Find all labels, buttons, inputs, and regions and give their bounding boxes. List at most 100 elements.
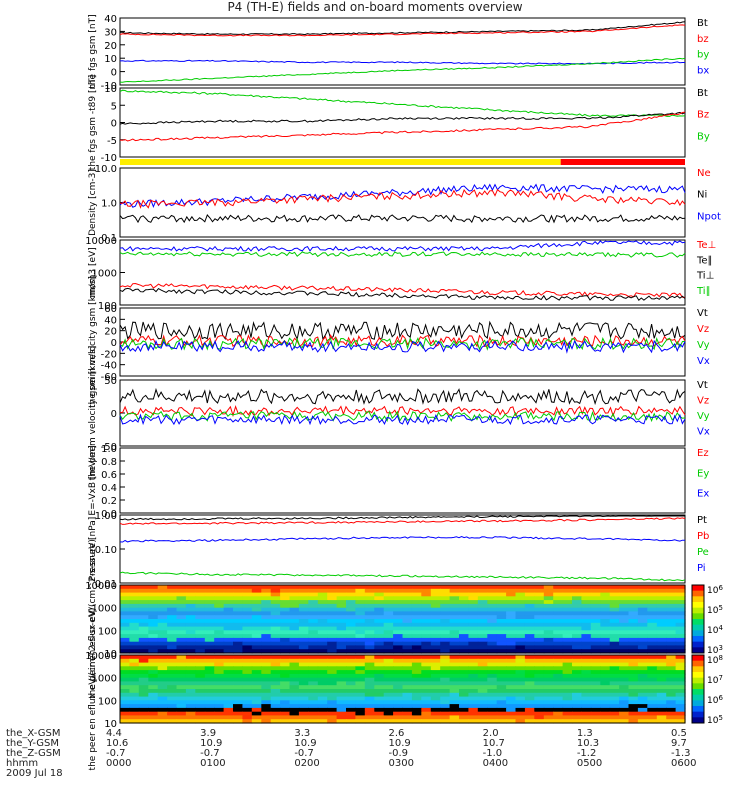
heatmap-cell-8: [496, 622, 507, 628]
heatmap-cell-9: [195, 696, 206, 701]
heatmap-cell-8: [374, 630, 385, 635]
heatmap-cell-8: [167, 600, 178, 605]
heatmap-cell-9: [374, 696, 385, 701]
heatmap-cell-8: [120, 619, 131, 624]
heatmap-cell-8: [138, 588, 149, 594]
heatmap-cell-8: [280, 649, 291, 654]
heatmap-cell-8: [468, 622, 479, 628]
heatmap-cell-9: [129, 715, 140, 720]
heatmap-cell-9: [553, 715, 564, 720]
heatmap-cell-8: [138, 626, 149, 631]
colorbar-label-9-1: 107: [707, 674, 723, 686]
heatmap-cell-8: [298, 596, 309, 601]
heatmap-cell-8: [289, 607, 300, 613]
heatmap-cell-8: [138, 634, 149, 639]
heatmap-cell-8: [609, 641, 620, 647]
heatmap-cell-8: [355, 637, 366, 643]
heatmap-cell-9: [298, 711, 309, 717]
heatmap-cell-9: [383, 696, 394, 701]
heatmap-cell-8: [572, 634, 583, 639]
heatmap-cell-9: [600, 700, 611, 705]
heatmap-cell-9: [261, 655, 272, 660]
heatmap-cell-9: [251, 704, 262, 709]
heatmap-cell-8: [553, 596, 564, 601]
heatmap-cell-9: [364, 662, 375, 667]
heatmap-cell-9: [666, 719, 677, 724]
heatmap-cell-9: [411, 696, 422, 701]
heatmap-cell-8: [270, 611, 281, 616]
heatmap-cell-9: [628, 673, 639, 679]
ytick-label-4-6: -60: [101, 372, 117, 383]
heatmap-cell-8: [129, 641, 140, 647]
heatmap-cell-8: [364, 645, 375, 650]
heatmap-cell-9: [524, 711, 535, 717]
heatmap-cell-9: [534, 673, 545, 679]
heatmap-cell-8: [609, 592, 620, 597]
heatmap-cell-9: [336, 658, 347, 664]
heatmap-cell-8: [336, 607, 347, 613]
heatmap-cell-8: [440, 600, 451, 605]
heatmap-cell-9: [308, 685, 319, 690]
heatmap-cell-9: [233, 658, 244, 664]
heatmap-cell-8: [336, 649, 347, 654]
heatmap-cell-8: [355, 645, 366, 650]
heatmap-cell-8: [242, 592, 253, 597]
ytick-label-4-5: -40: [101, 361, 117, 372]
heatmap-cell-8: [204, 622, 215, 628]
heatmap-cell-9: [261, 681, 272, 686]
heatmap-cell-8: [195, 615, 206, 620]
heatmap-cell-8: [327, 615, 338, 620]
heatmap-cell-8: [675, 611, 686, 616]
heatmap-cell-8: [355, 596, 366, 601]
heatmap-cell-9: [637, 711, 648, 717]
heatmap-cell-8: [374, 641, 385, 647]
heatmap-cell-9: [609, 696, 620, 701]
heatmap-cell-8: [317, 588, 328, 594]
heatmap-cell-9: [214, 689, 225, 694]
heatmap-cell-8: [581, 607, 592, 613]
heatmap-cell-9: [600, 715, 611, 720]
heatmap-cell-8: [270, 607, 281, 613]
heatmap-cell-9: [515, 696, 526, 701]
heatmap-cell-8: [637, 603, 648, 609]
heatmap-cell-8: [223, 619, 234, 624]
heatmap-cell-8: [233, 645, 244, 650]
heatmap-cell-8: [543, 588, 554, 594]
heatmap-cell-8: [214, 649, 225, 654]
heatmap-cell-8: [195, 611, 206, 616]
heatmap-cell-9: [477, 707, 488, 713]
heatmap-cell-9: [637, 670, 648, 675]
heatmap-cell-8: [157, 615, 168, 620]
heatmap-cell-8: [204, 641, 215, 647]
heatmap-cell-8: [477, 630, 488, 635]
heatmap-cell-9: [393, 707, 404, 713]
heatmap-cell-9: [449, 692, 460, 698]
heatmap-cell-8: [468, 641, 479, 647]
heatmap-cell-9: [609, 681, 620, 686]
heatmap-cell-8: [308, 588, 319, 594]
heatmap-cell-9: [487, 673, 498, 679]
heatmap-cell-9: [609, 673, 620, 679]
heatmap-cell-8: [524, 619, 535, 624]
heatmap-cell-9: [449, 707, 460, 713]
heatmap-cell-8: [336, 585, 347, 590]
heatmap-cell-8: [204, 615, 215, 620]
heatmap-cell-8: [251, 607, 262, 613]
heatmap-cell-8: [120, 649, 131, 654]
heatmap-cell-9: [590, 685, 601, 690]
heatmap-cell-8: [440, 622, 451, 628]
heatmap-cell-9: [317, 700, 328, 705]
heatmap-cell-8: [581, 585, 592, 590]
heatmap-cell-8: [185, 603, 196, 609]
series-0-red: [119, 24, 686, 37]
heatmap-cell-8: [364, 622, 375, 628]
heatmap-cell-8: [459, 645, 470, 650]
heatmap-cell-9: [477, 700, 488, 705]
heatmap-cell-9: [289, 719, 300, 724]
heatmap-cell-9: [138, 673, 149, 679]
heatmap-cell-9: [261, 685, 272, 690]
heatmap-cell-8: [562, 585, 573, 590]
heatmap-cell-8: [298, 600, 309, 605]
heatmap-cell-8: [157, 619, 168, 624]
heatmap-cell-8: [656, 637, 667, 643]
